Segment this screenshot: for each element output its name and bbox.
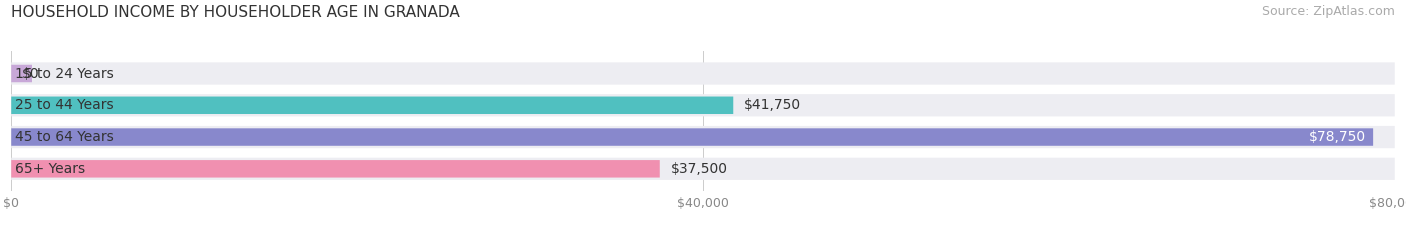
Text: $37,500: $37,500 [671, 162, 728, 176]
Text: 45 to 64 Years: 45 to 64 Years [15, 130, 114, 144]
Text: 25 to 44 Years: 25 to 44 Years [15, 98, 114, 112]
Text: $41,750: $41,750 [744, 98, 801, 112]
Text: 15 to 24 Years: 15 to 24 Years [15, 66, 114, 80]
FancyBboxPatch shape [11, 160, 659, 178]
FancyBboxPatch shape [11, 128, 1374, 146]
Text: 65+ Years: 65+ Years [15, 162, 86, 176]
FancyBboxPatch shape [11, 65, 32, 82]
Text: $78,750: $78,750 [1309, 130, 1367, 144]
FancyBboxPatch shape [11, 62, 1395, 85]
FancyBboxPatch shape [11, 94, 1395, 116]
FancyBboxPatch shape [11, 158, 1395, 180]
Text: Source: ZipAtlas.com: Source: ZipAtlas.com [1261, 5, 1395, 18]
Text: HOUSEHOLD INCOME BY HOUSEHOLDER AGE IN GRANADA: HOUSEHOLD INCOME BY HOUSEHOLDER AGE IN G… [11, 5, 460, 20]
FancyBboxPatch shape [11, 126, 1395, 148]
FancyBboxPatch shape [11, 96, 734, 114]
Text: $0: $0 [22, 66, 39, 80]
